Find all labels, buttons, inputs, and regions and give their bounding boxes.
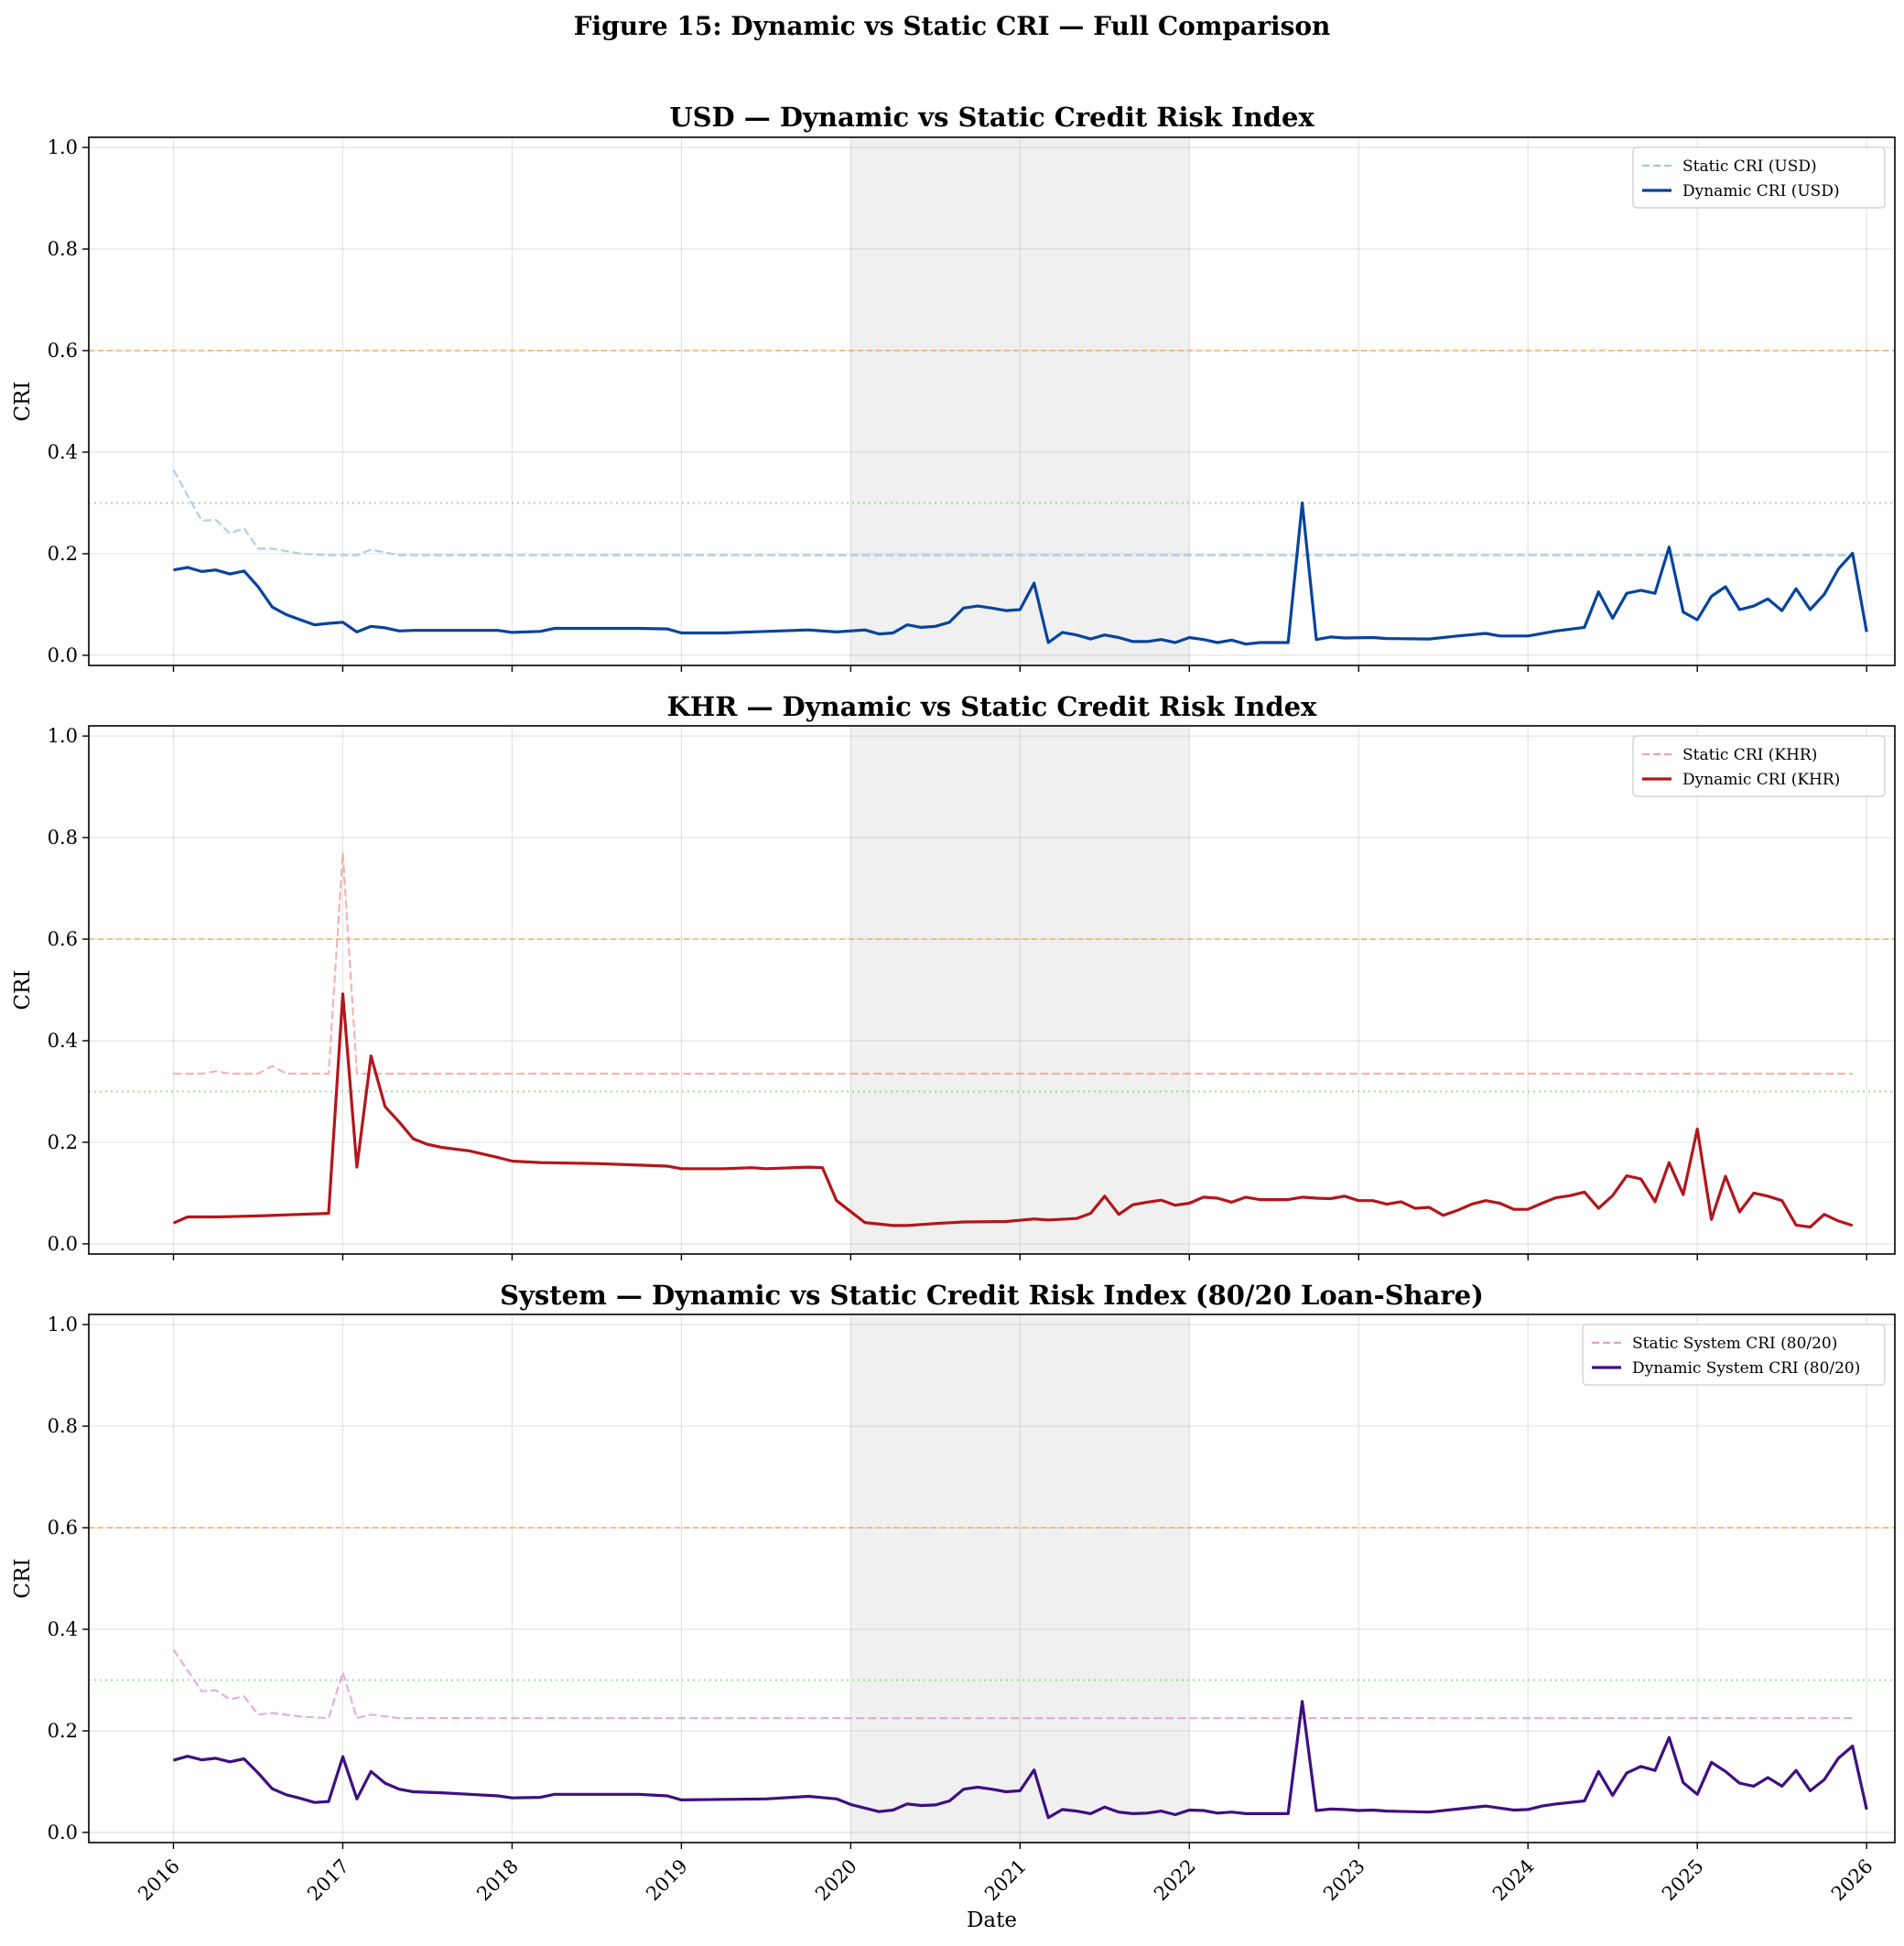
x-tick-label: 2017 bbox=[303, 1855, 353, 1906]
static-series-line bbox=[172, 469, 1853, 557]
y-tick-label: 0.6 bbox=[48, 928, 78, 950]
chart-panel-3: 0.0 0.2 0.4 0.6 0.8 1.0 2016 2017 2018 2019 2020 20… bbox=[11, 1280, 1896, 1932]
panel-title: System — Dynamic vs Static Credit Risk I… bbox=[500, 1280, 1484, 1311]
shaded-region bbox=[850, 137, 1190, 665]
x-axis-label: Date bbox=[967, 1908, 1017, 1932]
x-tick-label: 2023 bbox=[1319, 1855, 1369, 1906]
x-tick-label: 2016 bbox=[134, 1855, 184, 1906]
axes-frame bbox=[88, 725, 1896, 1255]
legend: Static CRI (USD) Dynamic CRI (USD) bbox=[1632, 146, 1886, 209]
dynamic-series-line bbox=[173, 501, 1868, 646]
shaded-region bbox=[850, 726, 1190, 1254]
y-tick-label: 1.0 bbox=[48, 136, 78, 158]
shaded-region bbox=[850, 1314, 1190, 1843]
y-tick-label: 0.8 bbox=[48, 238, 78, 260]
y-tick-label: 0.4 bbox=[48, 441, 78, 463]
y-tick-label: 0.8 bbox=[48, 1415, 78, 1437]
x-tick-label: 2026 bbox=[1827, 1855, 1877, 1906]
legend: Static CRI (KHR) Dynamic CRI (KHR) bbox=[1632, 735, 1886, 797]
y-tick-label: 0.0 bbox=[48, 1233, 78, 1255]
y-tick-label: 1.0 bbox=[48, 725, 78, 747]
legend: Static System CRI (80/20) Dynamic System … bbox=[1582, 1324, 1886, 1386]
legend-label: Dynamic CRI (KHR) bbox=[1682, 771, 1840, 789]
legend-label: Dynamic System CRI (80/20) bbox=[1632, 1359, 1860, 1378]
legend-box bbox=[1582, 1324, 1886, 1386]
dynamic-series-line bbox=[172, 992, 1854, 1229]
chart-panels: 0.0 0.2 0.4 0.6 0.8 1.0 CRI USD — Dynamic vs St… bbox=[11, 102, 1896, 1932]
static-series-line bbox=[172, 1649, 1853, 1720]
figure-title: Figure 15: Dynamic vs Static CRI — Full … bbox=[574, 11, 1331, 41]
x-tick-label: 2019 bbox=[642, 1855, 692, 1906]
chart-panel-1: 0.0 0.2 0.4 0.6 0.8 1.0 CRI USD — Dynamic vs St… bbox=[11, 102, 1896, 672]
legend-label: Dynamic CRI (USD) bbox=[1682, 182, 1840, 200]
y-axis-label: CRI bbox=[11, 1558, 35, 1598]
legend-box bbox=[1632, 735, 1886, 797]
legend-label: Static CRI (USD) bbox=[1682, 157, 1817, 176]
y-axis-label: CRI bbox=[11, 381, 35, 421]
y-tick-label: 0.2 bbox=[48, 543, 78, 565]
x-tick-label: 2021 bbox=[980, 1855, 1031, 1906]
x-tick-label: 2025 bbox=[1658, 1855, 1708, 1906]
x-tick-label: 2020 bbox=[811, 1855, 861, 1906]
panel-title: KHR — Dynamic vs Static Credit Risk Inde… bbox=[667, 691, 1317, 722]
panel-title: USD — Dynamic vs Static Credit Risk Inde… bbox=[669, 102, 1314, 133]
chart-panel-2: 0.0 0.2 0.4 0.6 0.8 1.0 CRI KHR — Dynamic vs St… bbox=[11, 691, 1896, 1260]
axes-frame bbox=[88, 1314, 1896, 1843]
dynamic-series-line bbox=[173, 1700, 1868, 1820]
y-tick-label: 0.0 bbox=[48, 644, 78, 666]
x-tick-label: 2022 bbox=[1150, 1855, 1200, 1906]
y-tick-label: 0.6 bbox=[48, 340, 78, 362]
y-tick-label: 0.4 bbox=[48, 1618, 78, 1640]
y-axis-label: CRI bbox=[11, 969, 35, 1010]
static-series-line bbox=[173, 851, 1853, 1076]
y-tick-label: 0.2 bbox=[48, 1720, 78, 1742]
y-tick-label: 0.0 bbox=[48, 1822, 78, 1843]
legend-label: Static CRI (KHR) bbox=[1682, 746, 1817, 764]
axes-frame bbox=[88, 136, 1896, 666]
x-tick-label: 2024 bbox=[1488, 1855, 1539, 1906]
y-tick-label: 1.0 bbox=[48, 1314, 78, 1335]
y-tick-label: 0.6 bbox=[48, 1517, 78, 1539]
legend-label: Static System CRI (80/20) bbox=[1632, 1335, 1837, 1353]
x-tick-label: 2018 bbox=[472, 1855, 523, 1906]
y-tick-label: 0.4 bbox=[48, 1030, 78, 1052]
y-tick-label: 0.8 bbox=[48, 827, 78, 849]
y-tick-label: 0.2 bbox=[48, 1131, 78, 1153]
legend-box bbox=[1632, 146, 1886, 209]
